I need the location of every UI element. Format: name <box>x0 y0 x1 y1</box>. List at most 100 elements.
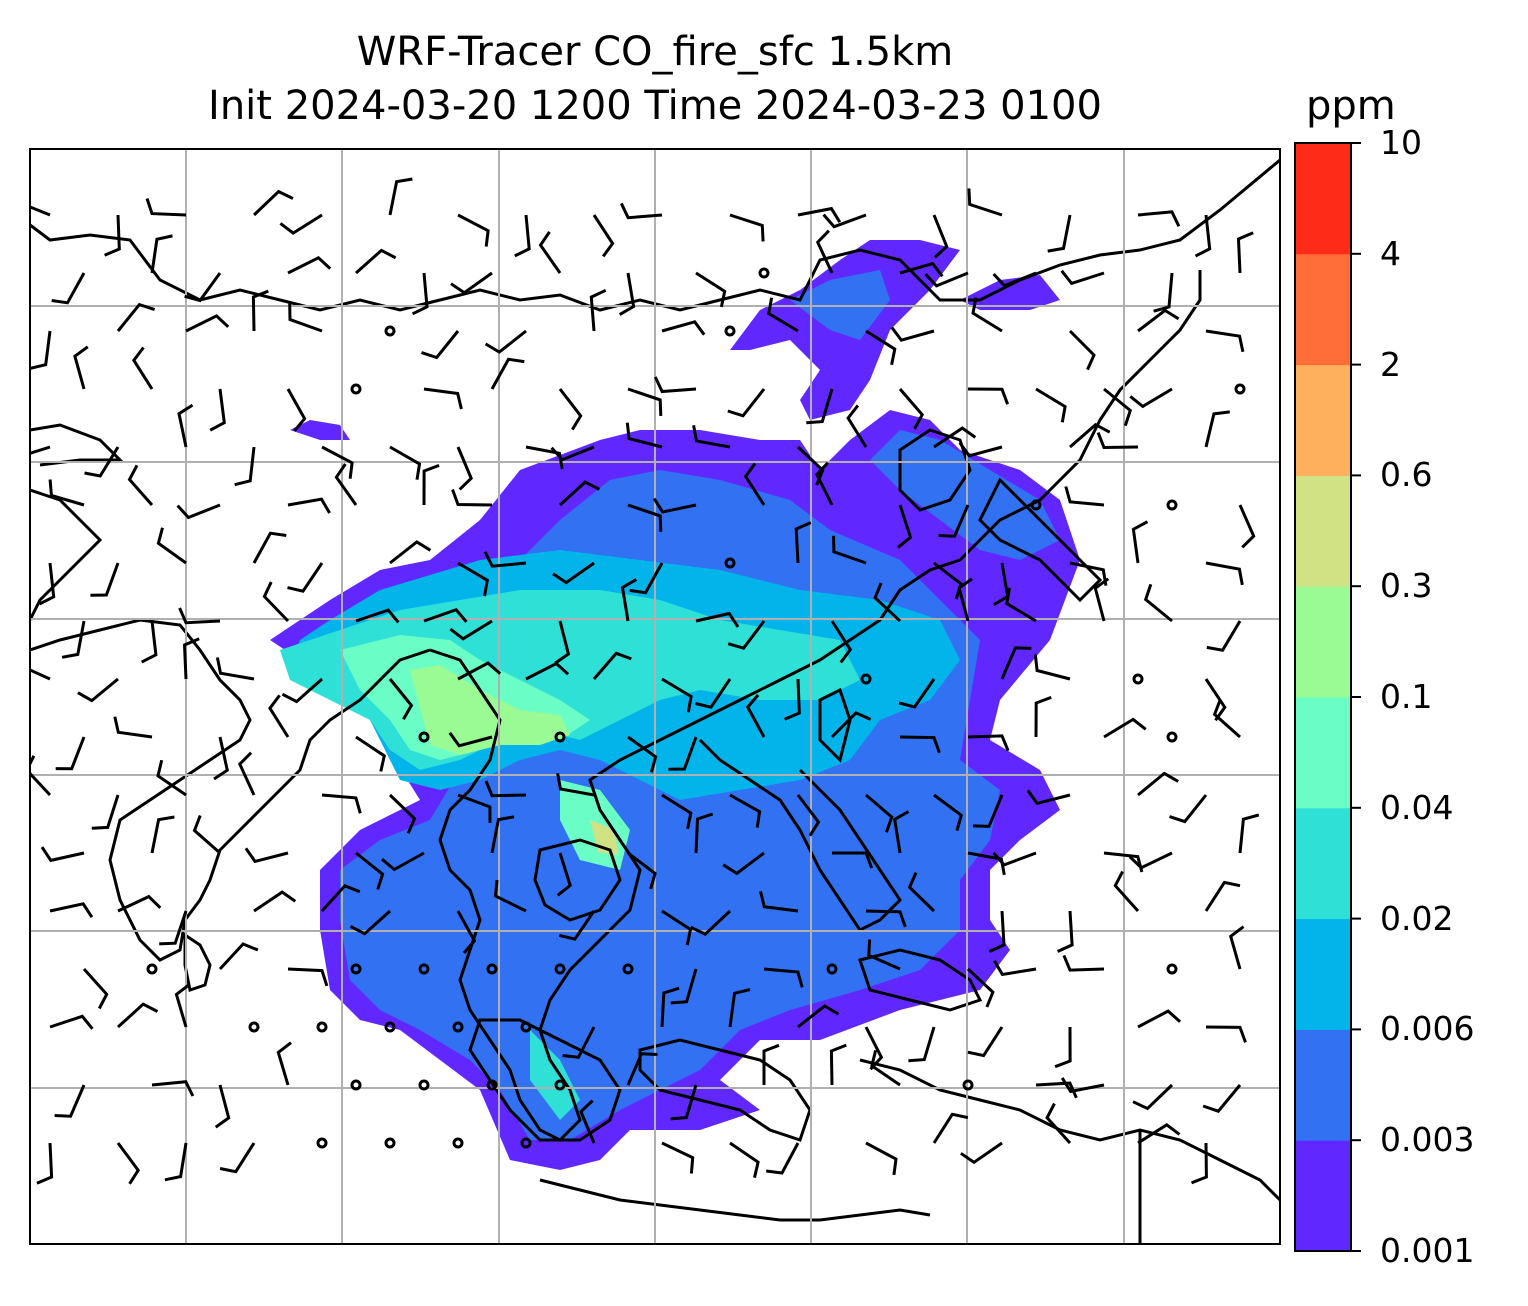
wind-barb <box>1137 210 1181 227</box>
map-frame <box>29 148 1281 1245</box>
wind-barbs <box>30 177 1260 1185</box>
wind-barb <box>141 620 158 664</box>
wind-barb <box>1137 1122 1181 1145</box>
wind-barb <box>244 847 289 864</box>
colorbar-frame <box>1294 142 1352 1252</box>
calm-wind-circle <box>316 1021 328 1033</box>
wind-barb <box>784 678 801 721</box>
wind-barb <box>484 329 527 354</box>
wind-barb <box>422 463 440 506</box>
wind-barb <box>388 177 413 216</box>
wind-barb <box>1228 925 1245 970</box>
wind-barb <box>320 884 361 913</box>
wind-barb <box>728 988 751 1028</box>
wind-barb <box>456 910 477 954</box>
wind-barb <box>558 910 596 941</box>
wind-barb <box>556 773 595 797</box>
colorbar-segment <box>1295 364 1351 476</box>
wind-barb <box>127 464 154 506</box>
wind-barb <box>554 620 571 665</box>
wind-barb <box>933 793 964 832</box>
wind-barb <box>525 445 564 470</box>
colorbar-tick-label: 0.3 <box>1380 566 1433 606</box>
wind-barb <box>82 967 109 1010</box>
wind-barb <box>490 815 515 854</box>
wind-barb <box>660 986 680 1028</box>
wind-barb <box>967 188 1003 217</box>
wind-barb <box>1212 698 1241 739</box>
wind-barb <box>234 446 256 487</box>
wind-barb <box>865 793 894 833</box>
wind-barb <box>796 794 821 837</box>
wind-barb <box>159 910 188 946</box>
wind-barb <box>182 637 200 680</box>
wind-barb <box>164 1142 188 1182</box>
wind-barb <box>822 213 867 229</box>
calm-wind-circle <box>452 1137 464 1149</box>
colorbar-segment <box>1295 143 1351 255</box>
plume-level-1c <box>960 275 1060 310</box>
wind-barb <box>832 851 874 869</box>
wind-barb <box>381 851 425 872</box>
wind-barb <box>1068 329 1096 371</box>
wind-barb <box>411 272 429 316</box>
wind-barb <box>627 851 657 890</box>
wind-barb <box>1026 789 1071 806</box>
wind-barb <box>1103 717 1147 739</box>
wind-barb <box>870 1049 901 1087</box>
wind-barb <box>334 463 358 506</box>
wind-barb <box>84 446 120 478</box>
calm-wind-circle <box>622 963 634 975</box>
colorbar-tick-label: 0.006 <box>1380 1009 1475 1049</box>
calm-wind-circle <box>316 1137 328 1149</box>
wind-barb <box>423 607 468 623</box>
calm-wind-circle <box>384 325 396 337</box>
colorbar-segment <box>1295 253 1351 366</box>
plume-level-6 <box>410 665 570 755</box>
wind-barb <box>276 1041 292 1086</box>
wind-barb <box>150 815 175 854</box>
wind-barb <box>794 521 812 564</box>
wind-barb <box>116 1142 141 1185</box>
wind-barb <box>1129 387 1173 409</box>
wind-barb <box>538 231 562 274</box>
wind-barb <box>450 271 493 295</box>
calm-wind-circle <box>860 673 872 685</box>
wind-barb <box>1190 1142 1208 1185</box>
wind-barb <box>493 879 527 913</box>
wind-barb <box>992 271 1037 288</box>
wind-barb <box>185 314 230 333</box>
wind-barb <box>349 909 392 936</box>
wind-barb <box>1128 851 1173 870</box>
wind-barb <box>661 909 693 946</box>
colorbar-segment <box>1295 475 1351 587</box>
wind-barb <box>958 441 1003 458</box>
wind-barb <box>629 562 664 595</box>
calm-wind-circle <box>826 963 838 975</box>
wind-barb <box>815 229 834 274</box>
wind-barb <box>1206 620 1242 652</box>
colorbar-segment <box>1295 586 1351 698</box>
wind-barb <box>287 255 332 275</box>
wind-barb <box>579 1099 596 1144</box>
wind-barb <box>1137 1009 1182 1029</box>
wind-barb <box>550 445 595 462</box>
wind-barb <box>670 968 698 1005</box>
wind-barb <box>806 388 834 425</box>
wind-barb <box>287 967 329 987</box>
colorbar-tick-label: 0.6 <box>1380 455 1433 495</box>
wind-barb <box>448 731 493 748</box>
wind-barb <box>214 1084 231 1129</box>
wind-barb <box>695 611 740 628</box>
colorbar-tick-label: 0.02 <box>1380 898 1454 938</box>
wind-barb <box>1000 646 1032 680</box>
wind-barb <box>592 651 632 680</box>
wind-barb <box>767 297 799 333</box>
wind-barb <box>692 425 731 449</box>
wind-barb <box>729 1141 760 1178</box>
wind-barb <box>1238 504 1256 549</box>
wind-barb <box>867 939 901 971</box>
wind-barb <box>830 620 853 664</box>
wind-barb <box>924 271 969 288</box>
